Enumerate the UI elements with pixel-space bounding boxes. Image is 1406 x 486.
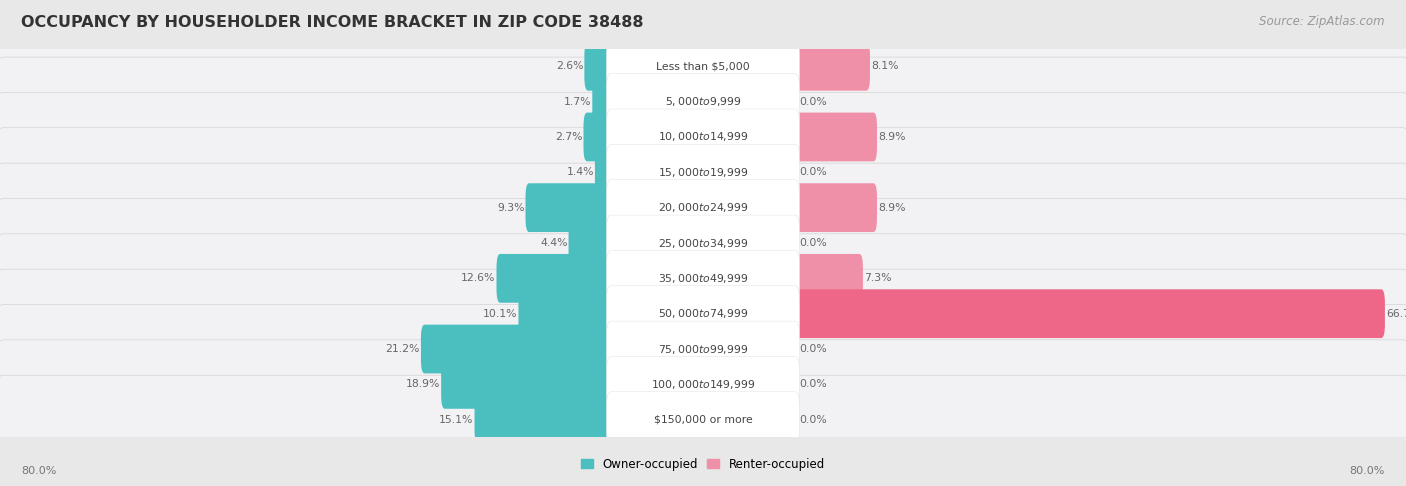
FancyBboxPatch shape [592, 77, 614, 126]
FancyBboxPatch shape [475, 395, 614, 444]
FancyBboxPatch shape [792, 183, 877, 232]
Text: 0.0%: 0.0% [800, 380, 827, 389]
FancyBboxPatch shape [606, 356, 800, 412]
Text: $75,000 to $99,999: $75,000 to $99,999 [658, 343, 748, 356]
Text: OCCUPANCY BY HOUSEHOLDER INCOME BRACKET IN ZIP CODE 38488: OCCUPANCY BY HOUSEHOLDER INCOME BRACKET … [21, 15, 644, 30]
Text: 0.0%: 0.0% [800, 415, 827, 425]
Text: 80.0%: 80.0% [21, 466, 56, 476]
FancyBboxPatch shape [420, 325, 614, 373]
FancyBboxPatch shape [0, 305, 1406, 394]
Text: $15,000 to $19,999: $15,000 to $19,999 [658, 166, 748, 179]
Text: 15.1%: 15.1% [439, 415, 474, 425]
FancyBboxPatch shape [0, 22, 1406, 111]
Legend: Owner-occupied, Renter-occupied: Owner-occupied, Renter-occupied [576, 453, 830, 475]
FancyBboxPatch shape [496, 254, 614, 303]
FancyBboxPatch shape [441, 360, 614, 409]
Text: $10,000 to $14,999: $10,000 to $14,999 [658, 130, 748, 143]
Text: 7.3%: 7.3% [863, 273, 891, 283]
FancyBboxPatch shape [606, 180, 800, 236]
FancyBboxPatch shape [792, 254, 863, 303]
Text: 2.7%: 2.7% [555, 132, 582, 142]
FancyBboxPatch shape [606, 215, 800, 271]
FancyBboxPatch shape [606, 109, 800, 165]
Text: 21.2%: 21.2% [385, 344, 420, 354]
Text: $25,000 to $34,999: $25,000 to $34,999 [658, 237, 748, 249]
Text: $50,000 to $74,999: $50,000 to $74,999 [658, 307, 748, 320]
Text: 1.4%: 1.4% [567, 167, 593, 177]
FancyBboxPatch shape [792, 42, 870, 91]
FancyBboxPatch shape [792, 289, 1385, 338]
Text: 8.1%: 8.1% [870, 61, 898, 71]
Text: 10.1%: 10.1% [484, 309, 517, 319]
Text: $100,000 to $149,999: $100,000 to $149,999 [651, 378, 755, 391]
Text: 12.6%: 12.6% [461, 273, 496, 283]
FancyBboxPatch shape [526, 183, 614, 232]
FancyBboxPatch shape [0, 163, 1406, 252]
FancyBboxPatch shape [0, 340, 1406, 429]
FancyBboxPatch shape [585, 42, 614, 91]
FancyBboxPatch shape [0, 92, 1406, 181]
Text: 0.0%: 0.0% [800, 238, 827, 248]
Text: 8.9%: 8.9% [877, 203, 905, 213]
Text: Less than $5,000: Less than $5,000 [657, 61, 749, 71]
FancyBboxPatch shape [606, 286, 800, 342]
Text: 66.7%: 66.7% [1386, 309, 1406, 319]
FancyBboxPatch shape [0, 269, 1406, 358]
FancyBboxPatch shape [0, 198, 1406, 288]
Text: 2.6%: 2.6% [555, 61, 583, 71]
FancyBboxPatch shape [0, 57, 1406, 146]
FancyBboxPatch shape [0, 234, 1406, 323]
Text: $20,000 to $24,999: $20,000 to $24,999 [658, 201, 748, 214]
FancyBboxPatch shape [519, 289, 614, 338]
Text: 18.9%: 18.9% [406, 380, 440, 389]
Text: $150,000 or more: $150,000 or more [654, 415, 752, 425]
FancyBboxPatch shape [0, 128, 1406, 217]
Text: 9.3%: 9.3% [498, 203, 524, 213]
FancyBboxPatch shape [606, 392, 800, 448]
FancyBboxPatch shape [0, 375, 1406, 464]
Text: 8.9%: 8.9% [877, 132, 905, 142]
FancyBboxPatch shape [568, 219, 614, 267]
Text: $5,000 to $9,999: $5,000 to $9,999 [665, 95, 741, 108]
Text: 0.0%: 0.0% [800, 344, 827, 354]
Text: Source: ZipAtlas.com: Source: ZipAtlas.com [1260, 15, 1385, 28]
FancyBboxPatch shape [792, 113, 877, 161]
FancyBboxPatch shape [606, 321, 800, 377]
FancyBboxPatch shape [606, 74, 800, 130]
Text: 0.0%: 0.0% [800, 97, 827, 106]
FancyBboxPatch shape [606, 250, 800, 306]
FancyBboxPatch shape [606, 38, 800, 94]
FancyBboxPatch shape [595, 148, 614, 197]
Text: $35,000 to $49,999: $35,000 to $49,999 [658, 272, 748, 285]
Text: 4.4%: 4.4% [540, 238, 568, 248]
Text: 80.0%: 80.0% [1350, 466, 1385, 476]
FancyBboxPatch shape [583, 113, 614, 161]
Text: 1.7%: 1.7% [564, 97, 592, 106]
Text: 0.0%: 0.0% [800, 167, 827, 177]
FancyBboxPatch shape [606, 144, 800, 200]
